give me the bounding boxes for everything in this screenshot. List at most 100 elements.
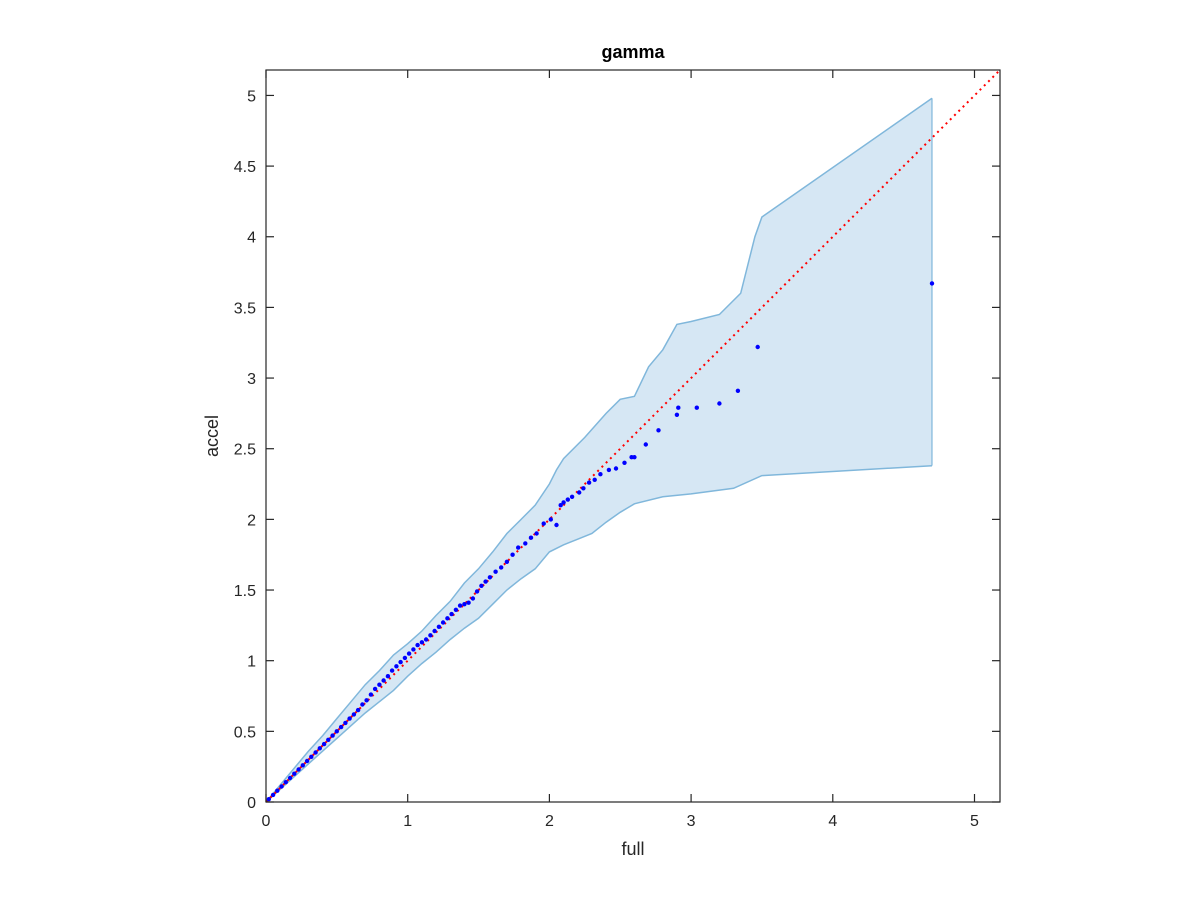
data-point [554,522,559,528]
data-point [321,741,327,747]
data-point [347,716,352,721]
data-point [423,637,429,642]
y-axis-label: accel [202,415,222,457]
y-tick-label: 1 [247,654,256,671]
y-tick-label: 4 [247,230,256,247]
band-upper-edge [265,97,933,803]
data-point [453,607,459,612]
data-point [487,575,493,580]
chart-title: gamma [601,42,665,62]
data-point [592,477,597,482]
data-point [586,480,592,485]
data-point [565,497,570,502]
data-point [292,771,297,776]
data-point [528,535,534,540]
x-tick-label: 1 [403,813,412,830]
data-point [309,754,314,759]
data-point [676,405,681,410]
data-point [368,692,374,697]
data-point [541,521,546,526]
data-point [398,659,403,665]
data-point [606,467,612,473]
data-point [338,724,344,730]
x-tick-label: 3 [687,813,696,830]
data-point [440,620,446,625]
data-point [534,531,539,536]
data-point [499,565,504,570]
data-point [462,602,467,607]
data-point [474,589,480,594]
data-points-layer [266,281,935,802]
data-point [493,569,498,574]
data-point [406,651,412,656]
data-point [377,682,382,687]
y-tick-label: 0.5 [234,724,256,741]
data-point [457,603,463,608]
x-tick-label: 2 [545,813,554,830]
data-point [394,664,399,669]
y-tick-label: 3 [247,371,256,388]
data-point [283,780,288,785]
x-tick-label: 0 [262,813,271,830]
data-point [275,788,280,793]
confidence-band-layer [265,97,933,803]
data-point [372,686,378,692]
y-tick-label: 2.5 [234,442,256,459]
x-axis-label: full [621,839,644,859]
data-point [304,758,310,764]
data-point [717,401,722,406]
data-point [694,405,699,410]
data-point [613,466,619,471]
data-point [581,486,586,491]
axes-box [265,69,1001,803]
data-point [561,500,566,505]
y-tick-label: 1.5 [234,583,256,600]
axes [265,69,1001,803]
data-point [313,750,318,755]
confidence-band [266,98,932,803]
x-tick-label: 4 [828,813,837,830]
data-point [523,541,528,546]
data-point [479,583,484,588]
data-point [674,412,680,417]
data-point [355,707,361,713]
data-point [755,344,760,350]
data-point [317,746,322,751]
data-point [598,472,603,477]
data-point [343,720,348,726]
data-point [516,545,521,550]
data-point [735,388,741,393]
data-point [466,600,471,605]
y-tick-label: 0 [247,795,256,812]
data-point [577,490,582,495]
data-point [266,797,271,802]
data-point [436,624,442,629]
data-point [385,674,391,679]
data-point [360,702,365,707]
data-point [419,640,425,645]
data-point [411,647,416,652]
data-point [415,642,420,648]
y-tick-label: 5 [247,88,256,105]
y-tick-label: 4.5 [234,159,256,176]
data-point [470,596,476,601]
data-point [351,712,357,717]
data-point [483,579,488,584]
data-point [558,503,563,508]
data-point [504,559,510,564]
data-point [449,611,454,617]
data-point [334,729,339,734]
data-point [510,552,515,557]
data-point [656,428,661,433]
data-point [548,517,553,522]
data-point [326,737,331,742]
band-lower-edge [265,464,933,803]
y-tick-label: 2 [247,512,256,529]
data-point [287,775,293,781]
data-point [929,281,935,286]
data-point [632,455,637,460]
data-point [622,460,627,465]
data-point [445,616,450,621]
data-point [296,767,301,772]
